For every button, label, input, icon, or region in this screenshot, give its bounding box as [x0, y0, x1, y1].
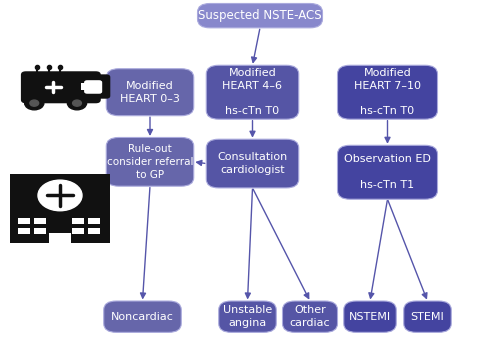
FancyBboxPatch shape — [34, 228, 46, 234]
FancyBboxPatch shape — [206, 65, 298, 119]
FancyBboxPatch shape — [219, 301, 276, 332]
FancyBboxPatch shape — [72, 228, 84, 234]
Text: Observation ED

hs-cTn T1: Observation ED hs-cTn T1 — [344, 155, 431, 190]
Text: Suspected NSTE-ACS: Suspected NSTE-ACS — [198, 9, 322, 22]
FancyBboxPatch shape — [34, 218, 46, 224]
Text: STEMI: STEMI — [410, 312, 444, 322]
FancyBboxPatch shape — [404, 301, 451, 332]
Circle shape — [24, 96, 44, 110]
Circle shape — [30, 100, 38, 106]
FancyBboxPatch shape — [104, 301, 181, 332]
FancyBboxPatch shape — [198, 3, 322, 28]
FancyBboxPatch shape — [18, 218, 30, 224]
Circle shape — [38, 180, 82, 211]
FancyBboxPatch shape — [88, 228, 100, 234]
Text: Unstable
angina: Unstable angina — [223, 305, 272, 328]
Text: Other
cardiac: Other cardiac — [290, 305, 331, 328]
FancyBboxPatch shape — [344, 301, 396, 332]
FancyBboxPatch shape — [338, 65, 438, 119]
FancyBboxPatch shape — [72, 218, 84, 224]
FancyBboxPatch shape — [106, 137, 194, 186]
FancyBboxPatch shape — [84, 80, 102, 94]
Circle shape — [72, 100, 82, 106]
Text: Rule-out
consider referral
to GP: Rule-out consider referral to GP — [107, 144, 193, 180]
FancyBboxPatch shape — [338, 145, 438, 199]
Text: Noncardiac: Noncardiac — [111, 312, 174, 322]
Text: Modified
HEART 7–10

hs-cTn T0: Modified HEART 7–10 hs-cTn T0 — [354, 68, 421, 117]
FancyBboxPatch shape — [49, 233, 71, 243]
Text: Modified
HEART 4–6

hs-cTn T0: Modified HEART 4–6 hs-cTn T0 — [222, 68, 282, 117]
FancyBboxPatch shape — [81, 83, 86, 90]
FancyBboxPatch shape — [21, 71, 101, 103]
Text: NSTEMI: NSTEMI — [349, 312, 391, 322]
FancyBboxPatch shape — [18, 228, 30, 234]
Text: Consultation
cardiologist: Consultation cardiologist — [218, 152, 288, 175]
FancyBboxPatch shape — [78, 74, 110, 99]
FancyBboxPatch shape — [10, 174, 110, 243]
FancyBboxPatch shape — [206, 139, 298, 188]
Circle shape — [68, 96, 86, 110]
Text: Modified
HEART 0–3: Modified HEART 0–3 — [120, 81, 180, 104]
FancyBboxPatch shape — [282, 301, 338, 332]
FancyBboxPatch shape — [88, 218, 100, 224]
FancyBboxPatch shape — [106, 69, 194, 116]
